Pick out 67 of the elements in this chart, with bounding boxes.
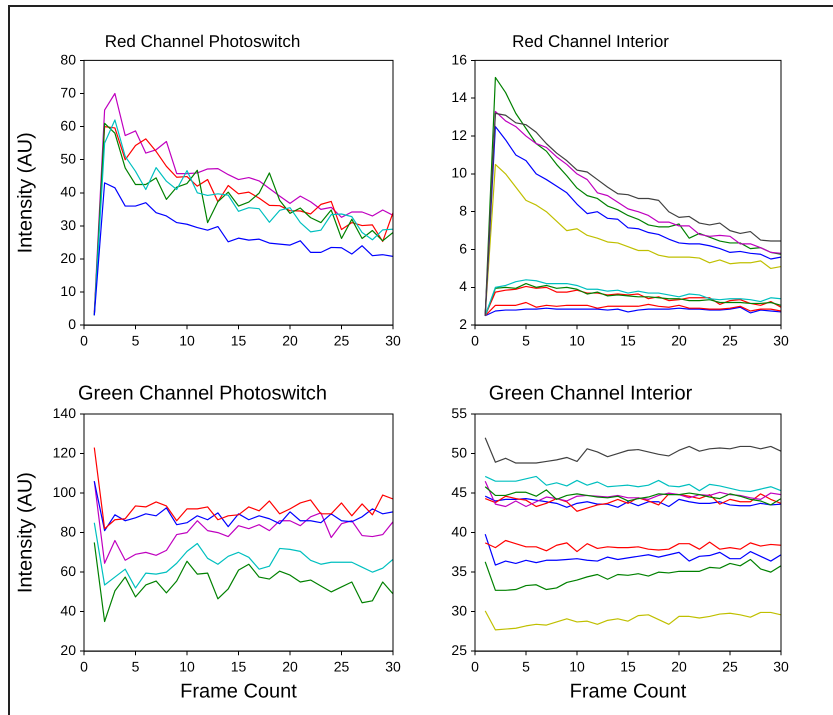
y-tick-label: 55 — [451, 404, 468, 421]
y-tick-label: 40 — [451, 523, 468, 540]
y-tick-label: 120 — [52, 444, 76, 460]
y-tick-label: 10 — [451, 164, 468, 181]
x-tick-label: 10 — [179, 332, 195, 348]
y-tick-label: 14 — [451, 89, 468, 106]
y-tick-label: 8 — [459, 202, 468, 219]
x-tick-label: 5 — [132, 332, 140, 348]
x-tick-label: 5 — [522, 658, 530, 674]
x-tick-label: 25 — [334, 658, 350, 674]
y-tick-label: 80 — [60, 51, 76, 68]
y-tick-label: 20 — [60, 642, 76, 658]
x-tick-label: 10 — [569, 658, 585, 674]
y-tick-label: 100 — [52, 484, 76, 500]
y-tick-label: 50 — [60, 150, 76, 167]
chart-title: Red Channel Interior — [512, 32, 670, 51]
y-tick-label: 45 — [451, 484, 468, 500]
x-tick-label: 0 — [471, 658, 480, 674]
x-tick-label: 25 — [334, 332, 350, 348]
y-tick-label: 10 — [60, 282, 76, 299]
x-tick-label: 0 — [80, 332, 88, 348]
chart-title: Red Channel Photoswitch — [104, 32, 300, 51]
y-tick-label: 50 — [451, 444, 468, 460]
x-tick-label: 15 — [230, 658, 246, 674]
x-tick-label: 30 — [385, 332, 401, 348]
y-tick-label: 80 — [60, 523, 76, 540]
x-tick-label: 20 — [282, 658, 298, 674]
x-tick-label: 15 — [620, 658, 636, 674]
y-tick-label: 60 — [60, 562, 76, 579]
y-tick-label: 60 — [60, 117, 76, 134]
y-tick-label: 35 — [451, 562, 468, 579]
x-axis-title: Frame Count — [180, 680, 298, 703]
x-tick-label: 30 — [773, 658, 789, 674]
x-tick-label: 0 — [471, 332, 480, 348]
y-tick-label: 16 — [451, 51, 468, 68]
y-tick-label: 40 — [60, 184, 76, 200]
x-tick-label: 15 — [230, 332, 246, 348]
y-tick-label: 2 — [459, 316, 468, 332]
chart-title: Green Channel Photoswitch — [78, 382, 328, 405]
y-tick-label: 30 — [451, 602, 468, 619]
x-tick-label: 30 — [385, 658, 401, 674]
y-tick-label: 20 — [60, 250, 76, 266]
x-tick-label: 30 — [773, 332, 789, 348]
x-axis-title: Frame Count — [570, 680, 687, 703]
x-tick-label: 5 — [132, 658, 140, 674]
x-tick-label: 20 — [282, 332, 298, 348]
x-tick-label: 25 — [722, 658, 738, 674]
y-tick-label: 6 — [459, 240, 468, 256]
y-axis-title: Intensity (AU) — [14, 472, 37, 594]
chart-title: Green Channel Interior — [488, 382, 693, 405]
x-tick-label: 0 — [80, 658, 88, 674]
y-tick-label: 0 — [68, 316, 76, 332]
x-tick-label: 10 — [569, 332, 585, 348]
y-tick-label: 25 — [451, 642, 468, 658]
y-tick-label: 70 — [60, 84, 76, 100]
x-tick-label: 20 — [671, 658, 687, 674]
y-tick-label: 4 — [459, 278, 468, 294]
x-tick-label: 25 — [722, 332, 738, 348]
x-tick-label: 10 — [179, 658, 195, 674]
y-tick-label: 30 — [60, 216, 76, 233]
x-tick-label: 15 — [620, 332, 636, 348]
x-tick-label: 20 — [671, 332, 687, 348]
y-tick-label: 12 — [451, 126, 468, 143]
y-tick-label: 140 — [52, 404, 76, 421]
y-axis-title: Intensity (AU) — [14, 132, 37, 254]
y-tick-label: 40 — [60, 602, 76, 619]
x-tick-label: 5 — [522, 332, 530, 348]
